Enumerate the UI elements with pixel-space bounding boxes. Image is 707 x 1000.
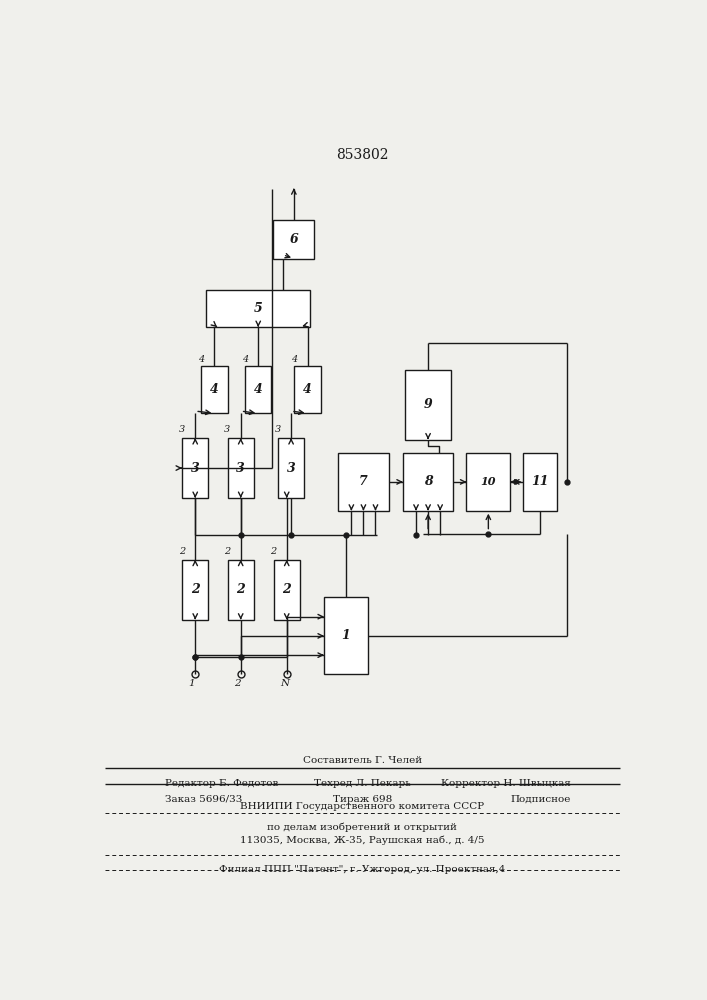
Bar [182, 560, 209, 620]
Text: 3: 3 [236, 462, 245, 475]
Text: 6: 6 [289, 233, 298, 246]
Text: 853802: 853802 [336, 148, 389, 162]
Text: 113035, Москва, Ж-35, Раушская наб., д. 4/5: 113035, Москва, Ж-35, Раушская наб., д. … [240, 836, 484, 845]
Text: Подписное: Подписное [510, 795, 571, 804]
Bar [403, 453, 453, 511]
Bar [228, 560, 254, 620]
Text: 2: 2 [191, 583, 199, 596]
Text: Редактор Б. Федотов: Редактор Б. Федотов [165, 779, 279, 788]
Bar [201, 366, 228, 413]
Text: 8: 8 [423, 475, 433, 488]
Text: 5: 5 [254, 302, 262, 315]
Text: 4: 4 [303, 383, 312, 396]
Text: 2: 2 [236, 583, 245, 596]
Bar [182, 438, 209, 498]
Text: 3: 3 [287, 462, 296, 475]
Text: 3: 3 [179, 425, 185, 434]
Bar [274, 220, 315, 259]
Text: 10: 10 [481, 476, 496, 487]
Text: Корректор Н. Швыцкая: Корректор Н. Швыцкая [440, 779, 571, 788]
Bar [228, 438, 254, 498]
Bar [245, 366, 271, 413]
Bar [294, 366, 321, 413]
Text: 9: 9 [423, 398, 433, 411]
Bar [467, 453, 510, 511]
Text: 2: 2 [234, 679, 241, 688]
Bar [206, 290, 310, 327]
Text: Филиал ППП "Патент", г. Ужгород, ул. Проектная,4: Филиал ППП "Патент", г. Ужгород, ул. Про… [219, 865, 506, 874]
Bar [338, 453, 389, 511]
Text: 2: 2 [270, 547, 276, 556]
Text: Составитель Г. Челей: Составитель Г. Челей [303, 756, 422, 765]
Text: 3: 3 [191, 462, 199, 475]
Bar [278, 438, 304, 498]
Text: N: N [280, 679, 289, 688]
Text: Заказ 5696/33: Заказ 5696/33 [165, 795, 243, 804]
Bar [324, 597, 368, 674]
Text: 2: 2 [282, 583, 291, 596]
Text: 2: 2 [179, 547, 185, 556]
Bar [523, 453, 557, 511]
Bar [274, 560, 300, 620]
Text: по делам изобретений и открытий: по делам изобретений и открытий [267, 822, 457, 832]
Text: 4: 4 [242, 355, 248, 364]
Text: ВНИИПИ Государственного комитета СССР: ВНИИПИ Государственного комитета СССР [240, 802, 484, 811]
Text: 11: 11 [532, 475, 549, 488]
Text: 7: 7 [359, 475, 368, 488]
Text: 4: 4 [291, 355, 298, 364]
Text: Техред Л. Пекарь: Техред Л. Пекарь [314, 779, 411, 788]
Text: 1: 1 [189, 679, 195, 688]
Text: 4: 4 [254, 383, 262, 396]
Text: 3: 3 [224, 425, 230, 434]
Text: 4: 4 [210, 383, 218, 396]
Text: 1: 1 [341, 629, 350, 642]
Text: 3: 3 [274, 425, 281, 434]
Text: Тираж 698: Тираж 698 [333, 795, 392, 804]
Bar [405, 370, 451, 440]
Text: 4: 4 [198, 355, 204, 364]
Text: 2: 2 [224, 547, 230, 556]
